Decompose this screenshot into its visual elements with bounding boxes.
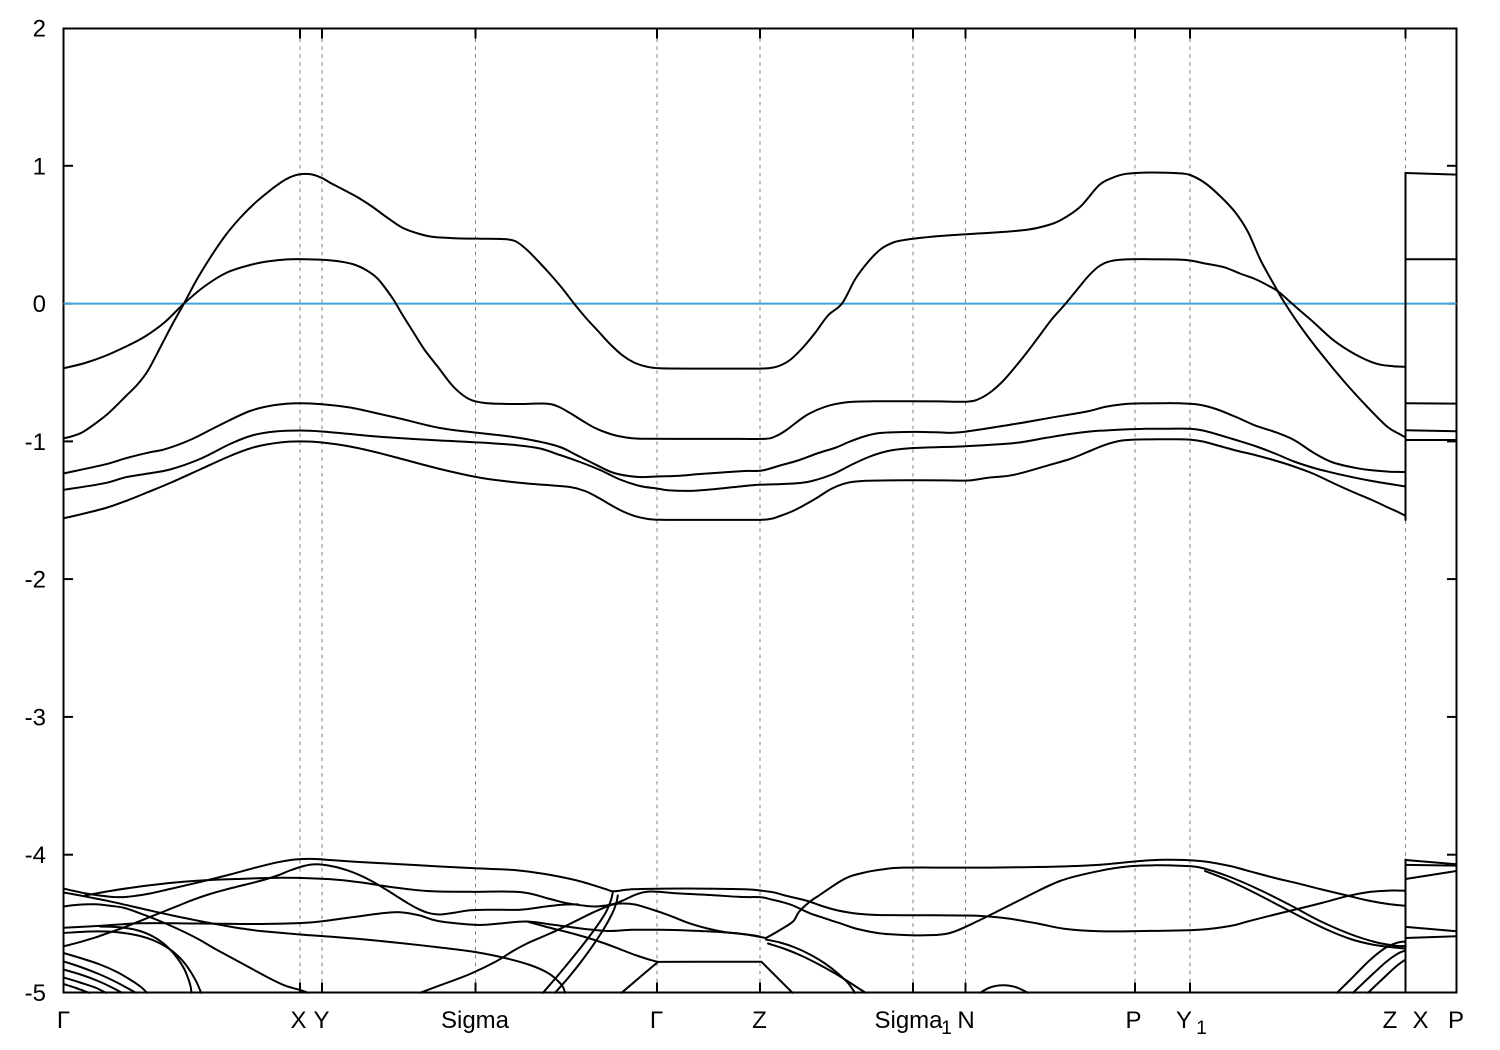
svg-text:P: P (1125, 1007, 1141, 1034)
svg-text:Z: Z (1383, 1007, 1398, 1034)
svg-text:-5: -5 (25, 980, 46, 1007)
svg-text:Z: Z (752, 1007, 767, 1034)
svg-text:0: 0 (33, 291, 46, 318)
svg-text:Γ: Γ (57, 1007, 70, 1034)
svg-text:X: X (1412, 1007, 1428, 1034)
svg-text:X: X (290, 1007, 306, 1034)
svg-text:Γ: Γ (650, 1007, 663, 1034)
svg-text:-2: -2 (25, 567, 46, 594)
svg-text:-4: -4 (25, 842, 46, 869)
svg-text:Sigma: Sigma (874, 1007, 943, 1034)
svg-text:-1: -1 (25, 429, 46, 456)
svg-text:Y: Y (313, 1007, 329, 1034)
svg-text:1: 1 (33, 153, 46, 180)
svg-text:1: 1 (941, 1018, 952, 1039)
svg-text:N: N (957, 1007, 974, 1034)
svg-text:Y: Y (1176, 1007, 1192, 1034)
svg-text:-3: -3 (25, 704, 46, 731)
svg-text:2: 2 (33, 16, 46, 43)
svg-text:P: P (1448, 1007, 1464, 1034)
svg-text:Sigma: Sigma (441, 1007, 510, 1034)
svg-text:1: 1 (1196, 1018, 1207, 1039)
